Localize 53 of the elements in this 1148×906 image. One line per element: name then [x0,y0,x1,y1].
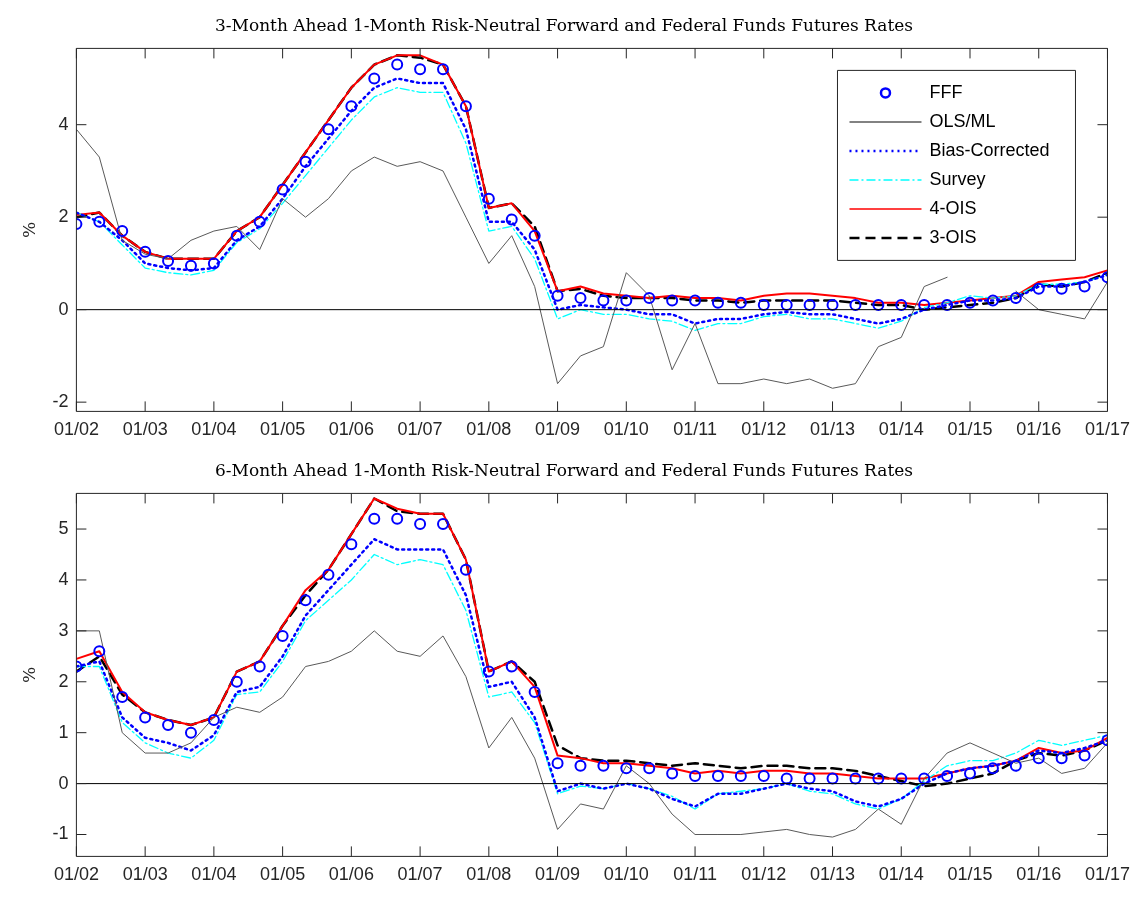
x-tick-label: 01/11 [673,864,717,885]
y-tick-label: 4 [58,568,69,589]
y-tick-label: 4 [58,113,69,134]
x-tick-label: 01/17 [1084,419,1130,440]
y-tick-label: 1 [58,721,69,742]
y-tick-label: 5 [58,518,69,539]
x-tick-label: 01/13 [810,864,856,885]
x-tick-label: 01/07 [397,864,443,885]
x-tick-label: 01/13 [810,419,856,440]
legend-label: Bias-Corrected [929,139,1050,160]
x-tick-label: 01/14 [878,419,924,440]
x-tick-label: 01/12 [741,864,787,885]
x-tick-label: 01/14 [878,864,924,885]
x-tick-label: 01/09 [535,864,581,885]
chart-title: 6-Month Ahead 1-Month Risk-Neutral Forward and Federal Funds Futures Rates [214,459,914,480]
x-tick-label: 01/02 [53,864,99,885]
chart-title: 3-Month Ahead 1-Month Risk-Neutral Forward and Federal Funds Futures Rates [214,14,914,35]
legend-label: 3-OIS [929,226,977,247]
y-tick-label: 0 [58,298,69,319]
x-tick-label: 01/15 [947,864,993,885]
x-tick-label: 01/03 [122,419,168,440]
y-tick-label: 0 [58,772,69,793]
y-tick-label: 3 [58,619,69,640]
y-tick-label: -2 [52,391,69,412]
x-tick-label: 01/03 [122,864,168,885]
x-tick-label: 01/08 [466,864,512,885]
legend-label: 4-OIS [929,197,977,218]
x-tick-label: 01/09 [535,419,581,440]
x-tick-label: 01/08 [466,419,512,440]
x-tick-label: 01/16 [1016,419,1062,440]
x-tick-label: 01/06 [328,419,374,440]
x-tick-label: 01/15 [947,419,993,440]
y-tick-label: 2 [58,206,69,227]
x-tick-label: 01/05 [260,419,306,440]
x-tick-label: 01/05 [260,864,306,885]
x-tick-label: 01/04 [191,419,237,440]
x-tick-label: 01/10 [603,419,649,440]
x-tick-label: 01/02 [53,419,99,440]
x-tick-label: 01/04 [191,864,237,885]
y-tick-label: -1 [52,823,69,844]
y-axis-title: % [18,221,39,238]
x-tick-label: 01/07 [397,419,443,440]
x-tick-label: 01/16 [1016,864,1062,885]
legend-label: FFF [929,81,963,102]
legend-label: Survey [929,168,986,189]
x-tick-label: 01/11 [673,419,717,440]
x-tick-label: 01/10 [603,864,649,885]
legend-label: OLS/ML [929,110,996,131]
y-axis-title: % [18,666,39,683]
x-tick-label: 01/17 [1084,864,1130,885]
x-tick-label: 01/12 [741,419,787,440]
y-tick-label: 2 [58,670,69,691]
x-tick-label: 01/06 [328,864,374,885]
